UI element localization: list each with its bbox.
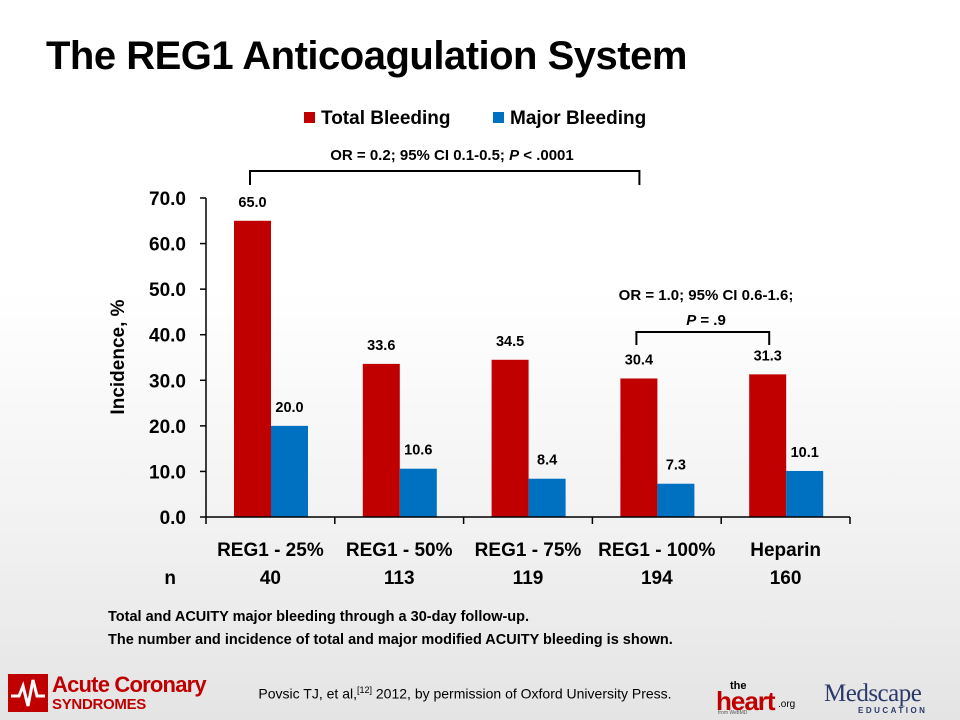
- slide-title: The REG1 Anticoagulation System: [46, 34, 687, 78]
- y-tick-label-3: 30.0: [149, 371, 186, 392]
- bar-total-4: [749, 374, 787, 517]
- medscape-education-logo: Medscape EDUCATION: [824, 680, 934, 716]
- data-label-total-4: 31.3: [754, 348, 782, 364]
- bracket-reg1-100-vs-heparin: [635, 331, 771, 345]
- citation-text: Povsic TJ, et al,: [258, 685, 357, 702]
- data-label-major-4: 10.1: [791, 445, 819, 461]
- annotation-or-1-0-line2: P = .9: [686, 312, 726, 329]
- y-axis-title: Incidence, %: [108, 299, 129, 414]
- n-value-1: 113: [384, 568, 415, 589]
- y-tick-label-1: 10.0: [149, 462, 186, 483]
- legend-label-total: Total Bleeding: [321, 108, 450, 129]
- y-tick-label-7: 70.0: [149, 189, 186, 210]
- annotation-or-1-0-line1: OR = 1.0; 95% CI 0.6-1.6;: [619, 287, 794, 304]
- bar-major-2: [528, 478, 566, 517]
- n-value-4: 160: [770, 568, 802, 589]
- legend-label-major: Major Bleeding: [510, 108, 646, 129]
- x-tick-label-0: REG1 - 25%: [217, 540, 324, 561]
- note-line-2: The number and incidence of total and ma…: [108, 632, 673, 648]
- slide-notes: Total and ACUITY major bleeding through …: [108, 606, 673, 652]
- bar-total-0: [234, 220, 271, 518]
- y-tick-label-4: 40.0: [149, 326, 186, 347]
- acs-logo-name: Acute Coronary: [52, 672, 207, 697]
- citation-reference: [12]: [356, 685, 372, 695]
- y-tick-label-5: 50.0: [149, 280, 186, 301]
- theheart-logo-main: heart: [716, 686, 776, 716]
- y-tick-label-2: 20.0: [149, 417, 186, 438]
- medscape-logo-name: Medscape: [824, 680, 922, 707]
- acs-logo-sub: SYNDROMES: [52, 696, 146, 713]
- acute-coronary-syndromes-logo: Acute Coronary SYNDROMES: [8, 672, 228, 716]
- data-label-major-3: 7.3: [666, 458, 686, 474]
- medscape-logo-sub: EDUCATION: [858, 706, 928, 715]
- x-tick-label-3: REG1 - 100%: [598, 540, 715, 561]
- n-value-0: 40: [260, 568, 281, 589]
- n-row-label: n: [164, 568, 176, 589]
- theheart-logo-byline: from WebMD: [718, 710, 748, 716]
- note-line-1: Total and ACUITY major bleeding through …: [108, 609, 530, 625]
- data-label-total-0: 65.0: [238, 195, 266, 211]
- bar-major-1: [399, 468, 437, 517]
- annotation-or-0-2: OR = 0.2; 95% CI 0.1-0.5; P < .0001: [330, 147, 573, 164]
- x-tick-label-4: Heparin: [750, 540, 821, 561]
- bar-total-1: [362, 363, 400, 517]
- data-label-total-2: 34.5: [496, 334, 524, 350]
- bar-major-0: [271, 425, 308, 517]
- bar-total-2: [491, 359, 529, 517]
- y-tick-label-0: 0.0: [160, 508, 186, 529]
- bar-chart: Total Bleeding Major Bleeding 65.0 20.0 33.6…: [108, 108, 851, 589]
- data-label-total-1: 33.6: [367, 338, 395, 354]
- theheart-org-logo: the heart .org from WebMD: [716, 680, 808, 716]
- n-value-3: 194: [641, 568, 673, 589]
- data-label-major-2: 8.4: [537, 453, 557, 469]
- citation: Povsic TJ, et al,[12] 2012, by permissio…: [225, 680, 705, 705]
- citation-text-end: 2012, by permission of Oxford University…: [372, 685, 672, 702]
- bracket-reg1-25-vs-100: [249, 170, 641, 185]
- acs-logo-icon: [8, 674, 48, 712]
- legend-swatch-total: [304, 112, 315, 123]
- data-label-major-0: 20.0: [275, 400, 303, 416]
- data-label-major-1: 10.6: [404, 443, 432, 459]
- theheart-logo-the: the: [730, 680, 747, 692]
- x-tick-label-2: REG1 - 75%: [475, 540, 582, 561]
- y-tick-label-6: 60.0: [149, 235, 186, 256]
- theheart-logo-org: .org: [778, 699, 796, 710]
- data-label-total-3: 30.4: [625, 352, 653, 368]
- n-value-2: 119: [513, 568, 544, 589]
- bar-major-4: [786, 470, 824, 517]
- bar-total-3: [620, 378, 658, 517]
- bar-major-3: [657, 483, 695, 517]
- x-tick-label-1: REG1 - 50%: [346, 540, 453, 561]
- legend-swatch-major: [493, 112, 504, 123]
